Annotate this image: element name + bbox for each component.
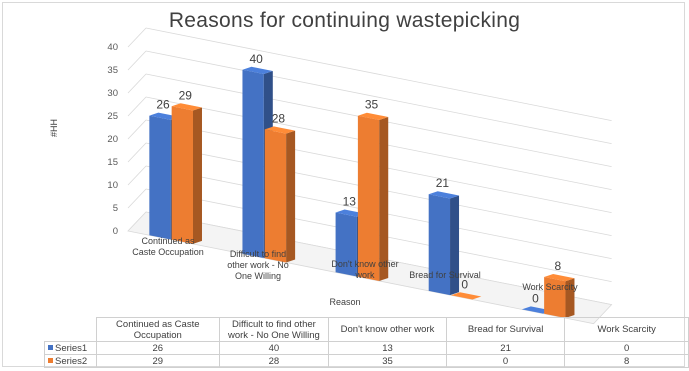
table-cell: 0 [564, 341, 689, 355]
y-tick-label: 5 [113, 203, 118, 214]
table-header: Work Scarcity [564, 317, 689, 342]
table-cell: 29 [95, 354, 220, 368]
bar-top-face [357, 112, 389, 120]
bar-front-face [171, 106, 193, 244]
gridline-side [127, 27, 147, 48]
y-tick-label: 25 [107, 111, 118, 122]
gridline-side [127, 165, 147, 186]
bar-side-face [192, 107, 202, 244]
table-header: Don't know other work [328, 317, 447, 342]
gridline-side [127, 50, 147, 71]
bar [357, 112, 389, 281]
bar [451, 292, 482, 300]
bar-top-face [264, 126, 296, 134]
table-cell: 28 [218, 354, 330, 368]
y-tick-label: 30 [107, 88, 118, 99]
y-tick-label: 10 [107, 180, 118, 191]
y-tick-label: 40 [107, 42, 118, 53]
data-table: Continued as Caste Occupation Difficult … [44, 317, 689, 368]
legend-label-series2: Series2 [55, 355, 88, 367]
legend-key-series2 [48, 358, 53, 364]
bar-top-face [544, 273, 575, 282]
data-label: 13 [343, 195, 357, 209]
gridline-side [127, 96, 147, 117]
bar-front-face [357, 115, 380, 281]
bar-front-face [544, 276, 566, 319]
bar-top-face [428, 191, 460, 199]
data-label: 26 [156, 98, 170, 112]
gridline [145, 27, 612, 122]
bar-side-face [286, 130, 296, 263]
bar [171, 103, 202, 244]
table-cell: 13 [328, 341, 447, 355]
y-tick-label: 15 [107, 157, 118, 168]
gridline-side [127, 119, 147, 140]
bar-front-face [242, 69, 264, 259]
x-tick-label: Work Scarcity [522, 282, 578, 292]
bar-front-face [335, 212, 357, 277]
gridline [145, 50, 612, 145]
data-label: 29 [179, 88, 193, 102]
data-label: 40 [249, 52, 263, 66]
gridline-side [127, 73, 147, 94]
bar [264, 126, 296, 263]
bar-front-face [264, 129, 287, 263]
x-tick-label: Bread for Survival [409, 270, 481, 280]
y-axis-label: #HH [49, 119, 59, 138]
table-cell: 26 [95, 341, 220, 355]
legend-key-series1 [48, 345, 53, 351]
data-label: 0 [461, 277, 468, 291]
y-tick-label: 0 [113, 226, 118, 237]
bar [544, 273, 575, 319]
x-tick-label: Don't know other work [331, 259, 398, 280]
table-row-head-series2: Series2 [44, 354, 97, 368]
chart-title: Reasons for continuing wastepicking [168, 9, 521, 32]
y-tick-label: 20 [107, 134, 118, 145]
bar-top-face [171, 103, 202, 111]
table-cell: 8 [564, 354, 689, 368]
table-cell: 0 [445, 354, 566, 368]
table-row-head-series1: Series1 [44, 341, 97, 355]
bar-front-face [428, 194, 451, 296]
table-cell: 40 [218, 341, 330, 355]
bar-side-face [379, 116, 389, 281]
y-tick-label: 35 [107, 65, 118, 76]
data-label: 21 [436, 176, 450, 190]
table-cell: 35 [328, 354, 447, 368]
bar-front-face [149, 115, 171, 240]
bar-top-face [242, 66, 273, 75]
bar [428, 191, 460, 296]
gridline-side [127, 142, 147, 163]
bar-side-face [565, 278, 575, 319]
x-tick-label: Continued as Caste Occupation [132, 236, 204, 257]
data-label: 0 [532, 291, 539, 305]
legend-label-series1: Series1 [55, 342, 88, 354]
x-tick-label: Difficult to find other work - No One Will… [227, 249, 289, 281]
table-header: Difficult to find other work - No One Wi… [218, 317, 330, 342]
data-label: 35 [365, 98, 379, 112]
table-header: Bread for Survival [445, 317, 566, 342]
bar-top-face [451, 292, 482, 300]
bar-side-face [450, 195, 460, 296]
table-cell: 21 [445, 341, 566, 355]
data-label: 28 [272, 111, 286, 125]
data-label: 8 [554, 259, 561, 273]
gridline-side [127, 188, 147, 209]
x-axis-label: Reason [329, 297, 361, 307]
table-header: Continued as Caste Occupation [95, 317, 220, 342]
table-corner [45, 318, 97, 342]
